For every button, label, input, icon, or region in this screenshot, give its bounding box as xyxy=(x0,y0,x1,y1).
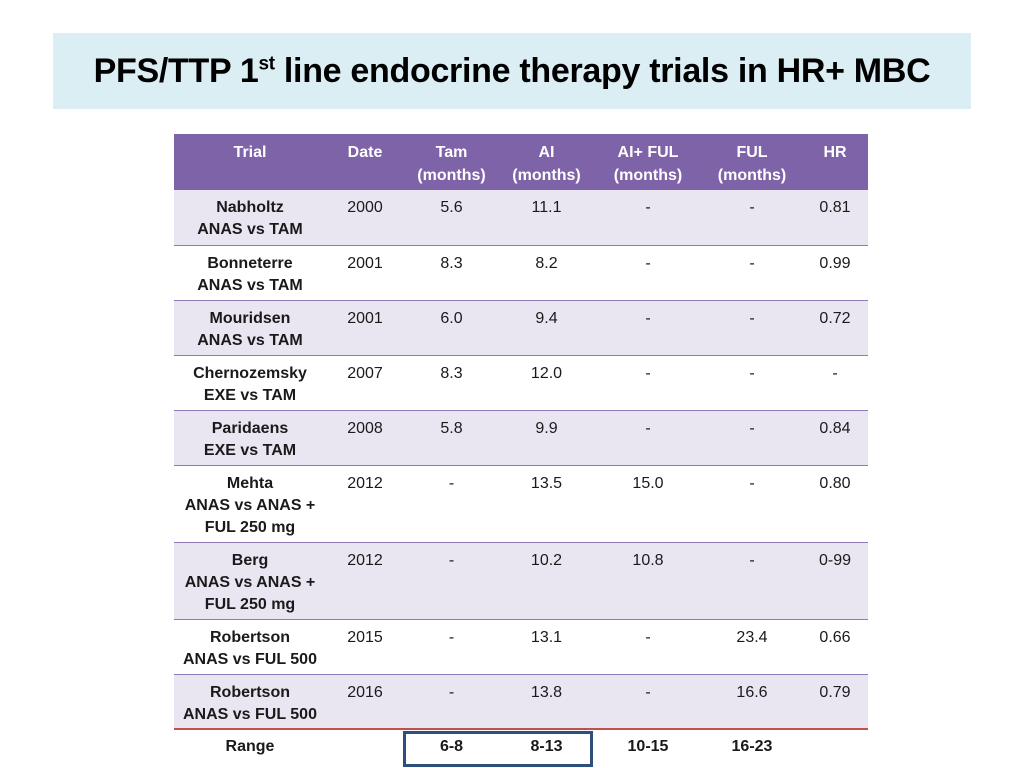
trial-cell: Mouridsen ANAS vs TAM xyxy=(174,300,326,356)
header-trial: Trial xyxy=(233,144,267,161)
trial-cell: Robertson ANAS vs FUL 500 xyxy=(174,674,326,730)
ai-ful-cell: 10.8 xyxy=(594,542,702,620)
ai-ful-cell: - xyxy=(594,245,702,301)
hr-cell: - xyxy=(802,355,868,411)
ai-ful-cell: - xyxy=(594,355,702,411)
header-ful: FUL (months) xyxy=(717,144,787,184)
range-row: Range 6-8 8-13 10-15 16-23 xyxy=(174,728,868,764)
ful-cell: 16.6 xyxy=(702,674,802,730)
ai-cell: 9.9 xyxy=(499,410,594,466)
ai-cell: 8.2 xyxy=(499,245,594,301)
ful-cell: - xyxy=(702,190,802,246)
header-ai: AI (months) xyxy=(512,144,581,184)
ai-cell: 11.1 xyxy=(499,190,594,246)
ful-cell: - xyxy=(702,542,802,620)
title-rest: line endocrine therapy trials in HR+ MBC xyxy=(274,51,931,90)
ai-cell: 10.2 xyxy=(499,542,594,620)
table-row: Mouridsen ANAS vs TAM 2001 6.0 9.4 - - 0.… xyxy=(174,300,868,356)
title-main: PFS/TTP 1 xyxy=(93,51,259,90)
table-row: Bonneterre ANAS vs TAM 2001 8.3 8.2 - - 0… xyxy=(174,245,868,301)
table-header-row: Trial Date Tam (months) AI (months) AI+ FU… xyxy=(174,134,868,190)
tam-cell: - xyxy=(404,542,499,620)
trial-cell: Bonneterre ANAS vs TAM xyxy=(174,245,326,301)
ful-cell: - xyxy=(702,410,802,466)
ful-cell: - xyxy=(702,245,802,301)
range-hr xyxy=(802,728,868,764)
ai-ful-cell: - xyxy=(594,619,702,675)
hr-cell: 0.99 xyxy=(802,245,868,301)
ful-cell: - xyxy=(702,465,802,543)
ai-cell: 9.4 xyxy=(499,300,594,356)
tam-cell: 8.3 xyxy=(404,245,499,301)
hr-cell: 0-99 xyxy=(802,542,868,620)
title-bar: PFS/TTP 1st line endocrine therapy trial… xyxy=(53,33,971,109)
tam-cell: 5.6 xyxy=(404,190,499,246)
header-tam: Tam (months) xyxy=(417,144,486,184)
ai-ful-cell: - xyxy=(594,190,702,246)
hr-cell: 0.79 xyxy=(802,674,868,730)
ful-cell: - xyxy=(702,300,802,356)
ai-ful-cell: - xyxy=(594,674,702,730)
ful-cell: - xyxy=(702,355,802,411)
date-cell: 2015 xyxy=(326,619,404,675)
hr-cell: 0.72 xyxy=(802,300,868,356)
date-cell: 2001 xyxy=(326,245,404,301)
tam-cell: - xyxy=(404,619,499,675)
table-row: Robertson ANAS vs FUL 500 2015 - 13.1 - 2… xyxy=(174,619,868,675)
ai-cell: 13.8 xyxy=(499,674,594,730)
ai-ful-cell: 15.0 xyxy=(594,465,702,543)
ai-cell: 13.1 xyxy=(499,619,594,675)
table-row: Berg ANAS vs ANAS + FUL 250 mg 2012 - 10.2… xyxy=(174,542,868,620)
ai-ful-cell: - xyxy=(594,300,702,356)
trial-cell: Nabholtz ANAS vs TAM xyxy=(174,190,326,246)
ful-cell: 23.4 xyxy=(702,619,802,675)
table-row: Paridaens EXE vs TAM 2008 5.8 9.9 - - 0.8… xyxy=(174,410,868,466)
tam-cell: 6.0 xyxy=(404,300,499,356)
date-cell: 2016 xyxy=(326,674,404,730)
tam-cell: 8.3 xyxy=(404,355,499,411)
trial-cell: Paridaens EXE vs TAM xyxy=(174,410,326,466)
trials-table: Trial Date Tam (months) AI (months) AI+ FU… xyxy=(174,134,868,764)
trial-cell: Chernozemsky EXE vs TAM xyxy=(174,355,326,411)
hr-cell: 0.66 xyxy=(802,619,868,675)
title-superscript: st xyxy=(258,53,275,75)
trial-cell: Robertson ANAS vs FUL 500 xyxy=(174,619,326,675)
date-cell: 2012 xyxy=(326,542,404,620)
range-ai-ful: 10-15 xyxy=(594,728,702,764)
slide-title: PFS/TTP 1st line endocrine therapy trial… xyxy=(94,52,931,91)
table-row: Mehta ANAS vs ANAS + FUL 250 mg 2012 - 13.… xyxy=(174,465,868,543)
trial-cell: Berg ANAS vs ANAS + FUL 250 mg xyxy=(174,542,326,620)
table-row: Robertson ANAS vs FUL 500 2016 - 13.8 - 1… xyxy=(174,674,868,730)
range-ai: 8-13 xyxy=(499,728,594,764)
trial-cell: Mehta ANAS vs ANAS + FUL 250 mg xyxy=(174,465,326,543)
table-row: Nabholtz ANAS vs TAM 2000 5.6 11.1 - - 0.… xyxy=(174,190,868,246)
hr-cell: 0.84 xyxy=(802,410,868,466)
date-cell: 2012 xyxy=(326,465,404,543)
date-cell: 2008 xyxy=(326,410,404,466)
range-label: Range xyxy=(174,728,326,764)
ai-ful-cell: - xyxy=(594,410,702,466)
range-date xyxy=(326,728,404,764)
ai-cell: 13.5 xyxy=(499,465,594,543)
range-tam: 6-8 xyxy=(404,728,499,764)
date-cell: 2000 xyxy=(326,190,404,246)
header-ai-ful: AI+ FUL (months) xyxy=(613,144,683,184)
ai-cell: 12.0 xyxy=(499,355,594,411)
tam-cell: - xyxy=(404,465,499,543)
tam-cell: 5.8 xyxy=(404,410,499,466)
hr-cell: 0.80 xyxy=(802,465,868,543)
tam-cell: - xyxy=(404,674,499,730)
header-date: Date xyxy=(347,144,383,161)
date-cell: 2007 xyxy=(326,355,404,411)
hr-cell: 0.81 xyxy=(802,190,868,246)
table-row: Chernozemsky EXE vs TAM 2007 8.3 12.0 - -… xyxy=(174,355,868,411)
range-ful: 16-23 xyxy=(702,728,802,764)
header-hr: HR xyxy=(823,144,847,161)
date-cell: 2001 xyxy=(326,300,404,356)
